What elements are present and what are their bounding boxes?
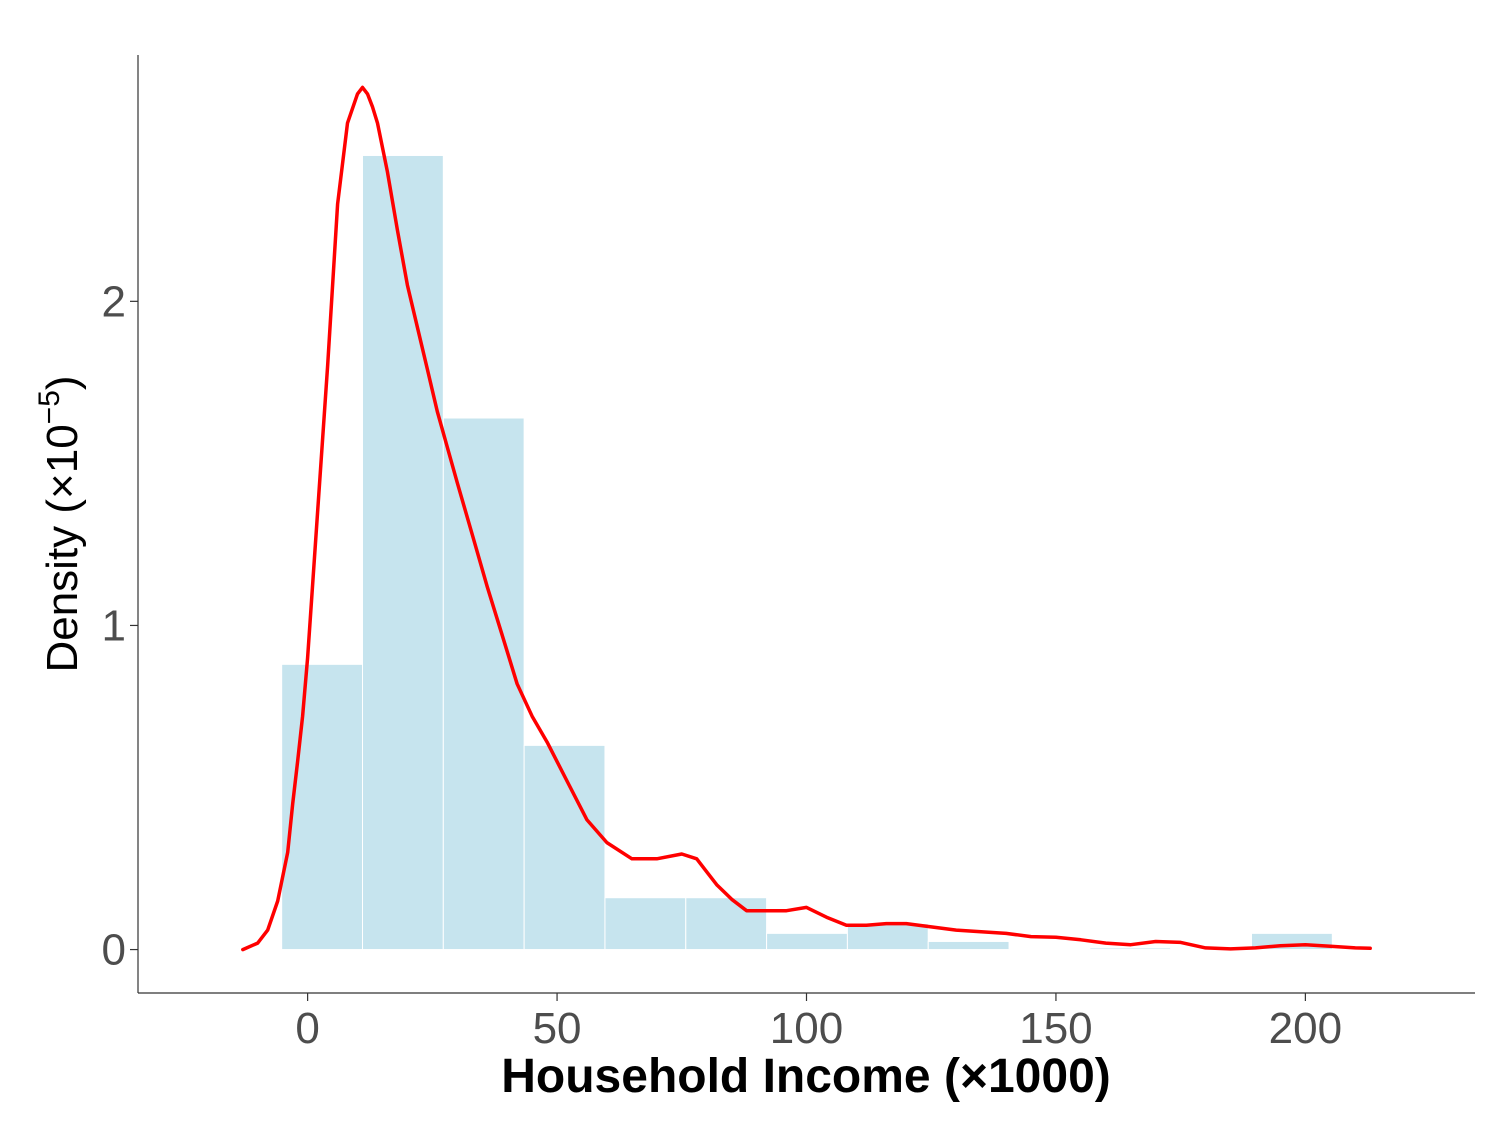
y-tick-label: 1 (102, 601, 126, 650)
histogram-bar-2 (442, 417, 525, 951)
x-tick-label: 200 (1269, 1004, 1342, 1053)
density-curve-line (241, 85, 1372, 952)
x-tick-label: 100 (770, 1004, 843, 1053)
x-tick-label: 150 (1019, 1004, 1092, 1053)
y-axis-title: Density (×10−5) (33, 375, 87, 672)
y-axis-title-main: Density (×10 (38, 424, 87, 672)
y-axis-ticks: 0 1 2 (102, 277, 138, 975)
y-axis-title-close: ) (38, 375, 87, 390)
x-tick-label: 50 (533, 1004, 582, 1053)
histogram-bar-7 (846, 923, 929, 951)
x-axis-title: Household Income (×1000) (501, 1050, 1111, 1103)
histogram-bar-8 (927, 940, 1010, 951)
y-tick-label: 2 (102, 277, 126, 326)
histogram-bar-0 (281, 663, 363, 951)
density-curve-layer (241, 85, 1372, 952)
histogram-bars (281, 154, 1333, 951)
histogram-bar-5 (685, 897, 768, 951)
histogram-bar-1 (361, 154, 444, 951)
histogram-bar-4 (604, 897, 687, 951)
histogram-bar-10 (1089, 947, 1172, 951)
x-tick-label: 0 (295, 1004, 319, 1053)
y-tick-label: 0 (102, 926, 126, 975)
y-axis-title-exponent: −5 (33, 390, 66, 424)
histogram-bar-6 (766, 932, 848, 951)
x-axis-ticks: 0 50 100 150 200 (295, 993, 1342, 1053)
